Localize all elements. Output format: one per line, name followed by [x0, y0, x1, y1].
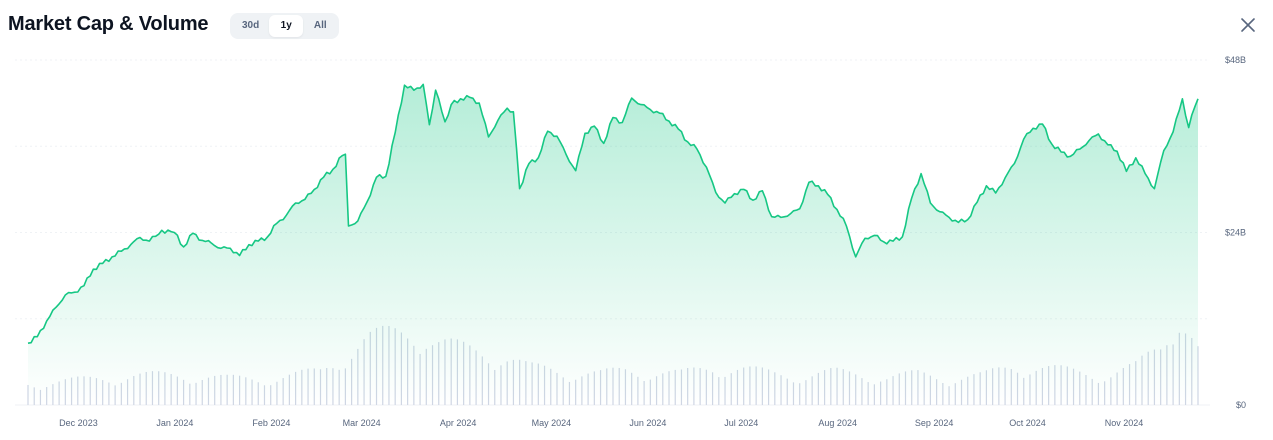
chart-title: Market Cap & Volume: [8, 13, 209, 35]
x-tick-label: Jan 2024: [156, 418, 193, 428]
x-tick-label: Sep 2024: [915, 418, 954, 428]
range-tab-1y[interactable]: 1y: [269, 15, 304, 37]
market-cap-area: [28, 84, 1198, 406]
x-tick-label: Jul 2024: [724, 418, 758, 428]
y-tick-label: $0: [1236, 400, 1246, 410]
time-range-tabs: 30d 1y All: [230, 13, 340, 39]
range-tab-all[interactable]: All: [313, 20, 327, 31]
x-tick-label: Dec 2023: [59, 418, 98, 428]
close-button[interactable]: [1239, 16, 1257, 34]
x-tick-label: Mar 2024: [343, 418, 381, 428]
x-tick-label: Nov 2024: [1105, 418, 1144, 428]
x-tick-label: Aug 2024: [818, 418, 857, 428]
x-tick-label: Feb 2024: [252, 418, 290, 428]
market-cap-line: [27, 83, 1199, 344]
x-tick-label: May 2024: [532, 418, 572, 428]
x-tick-label: Oct 2024: [1009, 418, 1046, 428]
y-tick-label: $48B: [1225, 55, 1246, 65]
close-icon: [1241, 18, 1255, 32]
range-tab-30d[interactable]: 30d: [242, 20, 260, 31]
y-axis-ticks: $48B $24B $0: [1225, 55, 1246, 410]
x-tick-label: Jun 2024: [629, 418, 666, 428]
y-tick-label: $24B: [1225, 228, 1246, 238]
x-tick-label: Apr 2024: [440, 418, 477, 428]
x-axis-ticks: Dec 2023 Jan 2024 Feb 2024 Mar 2024 Apr 2024…: [59, 418, 1143, 428]
